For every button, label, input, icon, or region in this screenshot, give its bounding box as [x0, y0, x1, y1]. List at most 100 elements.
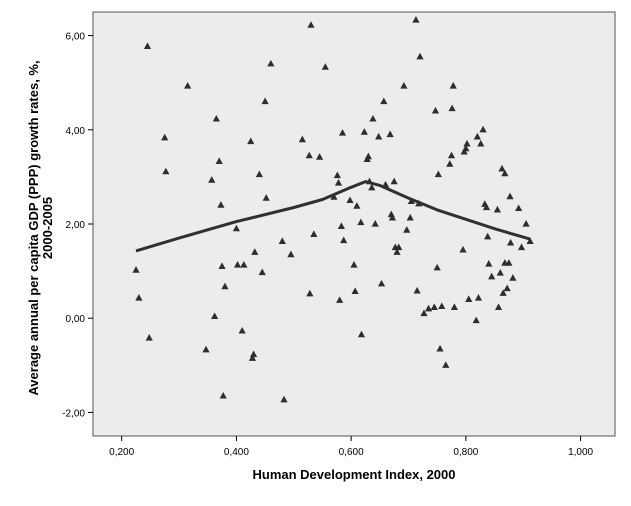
- data-point: [403, 226, 411, 233]
- data-point: [462, 144, 470, 152]
- data-point: [505, 259, 513, 266]
- data-point: [298, 135, 306, 143]
- y-tick-label: 2,00: [66, 220, 86, 231]
- data-point: [238, 326, 246, 334]
- data-point: [388, 213, 397, 221]
- data-point: [340, 236, 348, 244]
- data-point: [248, 354, 257, 361]
- data-point: [424, 304, 433, 312]
- data-point: [499, 289, 507, 296]
- data-point: [485, 260, 493, 267]
- data-point: [420, 309, 428, 317]
- x-tick-label: 1,000: [568, 447, 593, 458]
- data-point: [334, 179, 343, 186]
- data-point: [450, 303, 458, 310]
- data-point: [448, 104, 456, 112]
- data-point: [364, 152, 372, 160]
- data-point: [393, 248, 401, 255]
- data-point: [162, 167, 170, 175]
- data-point: [251, 248, 259, 255]
- data-point: [255, 170, 263, 178]
- data-point: [208, 176, 216, 183]
- fit-line: [135, 180, 531, 253]
- data-point: [307, 21, 315, 28]
- data-point: [247, 137, 255, 145]
- data-point: [184, 81, 192, 89]
- data-point: [143, 42, 152, 49]
- x-tick-label: 0,400: [224, 447, 249, 458]
- data-point: [494, 303, 503, 310]
- data-point: [211, 312, 219, 319]
- data-point: [258, 268, 266, 276]
- data-point: [459, 245, 467, 253]
- data-point: [212, 114, 220, 122]
- data-point: [135, 293, 143, 301]
- y-tick-label: 0,00: [66, 314, 86, 325]
- data-point: [132, 266, 140, 273]
- data-point: [278, 237, 286, 245]
- data-point: [515, 204, 523, 212]
- x-tick-label: 0,800: [453, 447, 478, 458]
- data-point: [390, 177, 398, 185]
- data-point: [215, 157, 223, 164]
- data-point: [360, 128, 368, 135]
- data-point: [233, 260, 242, 268]
- data-point: [280, 395, 288, 403]
- data-point: [442, 361, 450, 368]
- data-point: [507, 238, 515, 246]
- data-point: [436, 344, 444, 352]
- x-tick-label: 0,600: [339, 447, 364, 458]
- data-point: [353, 202, 361, 209]
- data-point: [484, 232, 492, 240]
- data-point: [474, 293, 483, 301]
- data-points: [132, 16, 534, 403]
- y-tick-label: 6,00: [66, 32, 86, 43]
- data-point: [232, 224, 241, 232]
- data-point: [465, 295, 473, 302]
- data-point: [145, 334, 153, 341]
- data-point: [503, 284, 511, 292]
- data-point: [447, 151, 456, 159]
- data-point: [433, 263, 441, 271]
- x-axis-label: Human Development Index, 2000: [252, 467, 455, 482]
- data-point: [431, 106, 440, 114]
- data-point: [501, 169, 509, 177]
- data-point: [438, 302, 446, 310]
- data-point: [496, 268, 504, 276]
- data-point: [498, 164, 506, 172]
- data-point: [218, 262, 226, 269]
- data-point: [479, 125, 487, 133]
- y-tick-label: 4,00: [66, 126, 86, 137]
- data-point: [310, 230, 318, 237]
- data-point: [406, 213, 414, 221]
- data-point: [371, 220, 379, 227]
- data-point: [472, 316, 480, 324]
- data-point: [321, 63, 329, 70]
- x-axis-ticks: 0,200 0,400 0,600 0,800 1,000: [109, 436, 594, 458]
- data-point: [493, 205, 502, 213]
- data-point: [477, 139, 485, 147]
- data-point: [346, 196, 354, 204]
- data-point: [161, 133, 169, 141]
- data-point: [526, 237, 534, 245]
- y-axis-label-line2: 2000-2005: [40, 197, 55, 259]
- y-tick-label: -2,00: [62, 408, 85, 419]
- data-point: [368, 183, 376, 191]
- data-point: [287, 250, 295, 258]
- data-point: [369, 114, 377, 122]
- data-point: [350, 260, 358, 268]
- data-point: [386, 130, 394, 138]
- data-point: [338, 129, 347, 136]
- data-point: [400, 81, 408, 89]
- x-tick-label: 0,200: [109, 447, 134, 458]
- data-point: [202, 345, 210, 353]
- data-point: [412, 16, 420, 23]
- data-point: [315, 153, 324, 160]
- data-point: [416, 52, 424, 60]
- plot-area: [92, 11, 616, 437]
- data-point: [413, 286, 421, 294]
- data-point: [506, 192, 514, 200]
- data-point: [434, 170, 442, 178]
- data-point: [488, 272, 496, 280]
